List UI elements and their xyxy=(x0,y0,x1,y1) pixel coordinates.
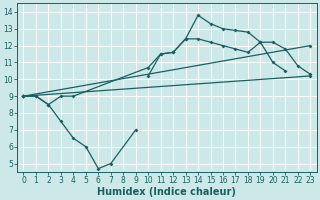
X-axis label: Humidex (Indice chaleur): Humidex (Indice chaleur) xyxy=(98,187,236,197)
